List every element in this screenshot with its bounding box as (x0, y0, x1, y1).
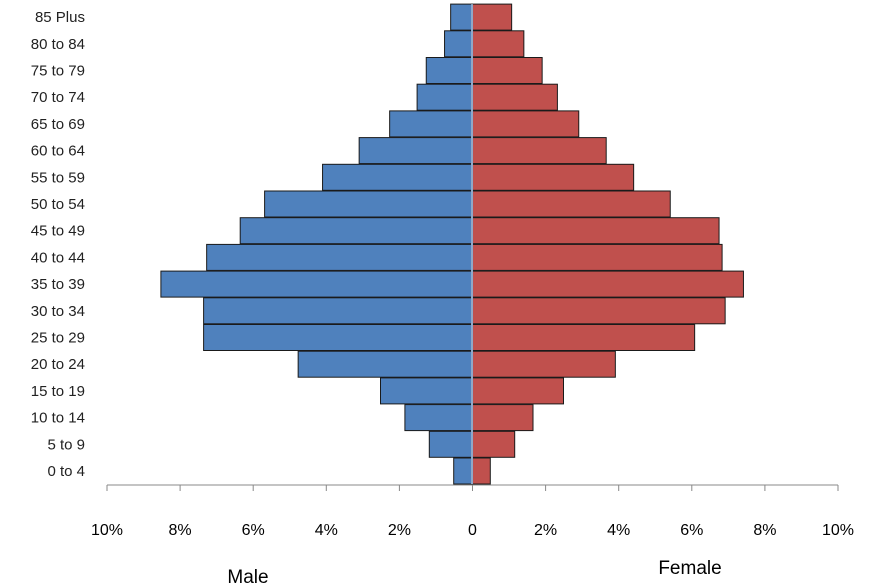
male-bar-55-to-59 (322, 163, 473, 191)
category-label: 30 to 34 (31, 303, 85, 320)
male-bar-75-to-79 (425, 57, 473, 84)
female-bar-80-to-84 (471, 30, 525, 58)
category-label: 10 to 14 (31, 410, 85, 427)
x-tick-label: 6% (680, 522, 703, 539)
male-bar-45-to-49 (239, 217, 473, 245)
x-tick-label: 0 (468, 522, 477, 539)
x-axis-ticks (106, 485, 839, 491)
male-bar-0-to-4 (453, 457, 473, 485)
x-tick-label: 4% (607, 522, 630, 539)
category-label: 70 to 74 (31, 89, 85, 106)
female-bar-60-to-64 (471, 137, 607, 165)
category-label: 0 to 4 (47, 463, 85, 480)
male-bar-80-to-84 (444, 30, 473, 58)
male-bar-5-to-9 (428, 430, 473, 458)
category-label: 40 to 44 (31, 249, 85, 266)
female-bar-50-to-54 (471, 190, 671, 218)
x-tick-label: 2% (534, 522, 557, 539)
male-bar-70-to-74 (416, 83, 473, 111)
category-label: 25 to 29 (31, 330, 85, 347)
x-tick-label: 8% (169, 522, 192, 539)
female-bar-70-to-74 (471, 83, 558, 111)
category-label: 15 to 19 (31, 383, 85, 400)
x-tick-label: 6% (242, 522, 265, 539)
female-bar-45-to-49 (471, 217, 720, 245)
x-axis-tick-labels: 10% 8% 6% 4% 2% 0 2% 4% 6% 8% 10% (91, 522, 854, 539)
female-bar-0-to-4 (471, 457, 491, 485)
female-bar-30-to-34 (471, 297, 726, 325)
category-label: 65 to 69 (31, 116, 85, 133)
category-label: 50 to 54 (31, 196, 85, 213)
male-bar-10-to-14 (404, 404, 473, 432)
category-label: 85 Plus (35, 9, 85, 26)
bars-group (160, 3, 744, 485)
category-labels: 0 to 4 5 to 9 10 to 14 15 to 19 20 to 24 25 t… (31, 9, 85, 480)
male-bar-85-plus (450, 3, 473, 31)
category-label: 60 to 64 (31, 143, 85, 160)
female-bar-5-to-9 (471, 430, 516, 458)
x-tick-label: 8% (753, 522, 776, 539)
male-bar-30-to-34 (203, 297, 473, 325)
male-bar-40-to-44 (206, 243, 473, 271)
male-bar-65-to-69 (389, 110, 473, 138)
male-bar-35-to-39 (160, 270, 473, 298)
x-tick-label: 10% (91, 522, 123, 539)
female-bar-35-to-39 (471, 270, 744, 298)
category-label: 20 to 24 (31, 356, 85, 373)
x-tick-label: 4% (315, 522, 338, 539)
x-tick-label: 10% (822, 522, 854, 539)
female-bar-20-to-24 (471, 350, 616, 378)
male-axis-label: Male (227, 567, 268, 587)
female-bar-40-to-44 (471, 243, 723, 271)
male-bar-20-to-24 (297, 350, 473, 378)
male-bar-50-to-54 (264, 190, 473, 218)
female-bar-25-to-29 (471, 324, 696, 351)
x-tick-label: 2% (388, 522, 411, 539)
category-label: 75 to 79 (31, 63, 85, 80)
female-bar-65-to-69 (471, 110, 580, 138)
female-bar-10-to-14 (471, 404, 534, 432)
male-bar-60-to-64 (358, 137, 473, 165)
category-label: 55 to 59 (31, 169, 85, 186)
female-bar-55-to-59 (471, 163, 635, 191)
category-label: 35 to 39 (31, 276, 85, 293)
category-label: 80 to 84 (31, 36, 85, 53)
category-label: 45 to 49 (31, 223, 85, 240)
male-bar-25-to-29 (203, 324, 473, 351)
male-bar-15-to-19 (380, 377, 473, 405)
female-axis-label: Female (658, 558, 721, 579)
female-bar-75-to-79 (471, 57, 543, 84)
female-bar-15-to-19 (471, 377, 564, 405)
female-bar-85-plus (471, 3, 513, 31)
category-label: 5 to 9 (47, 436, 85, 453)
